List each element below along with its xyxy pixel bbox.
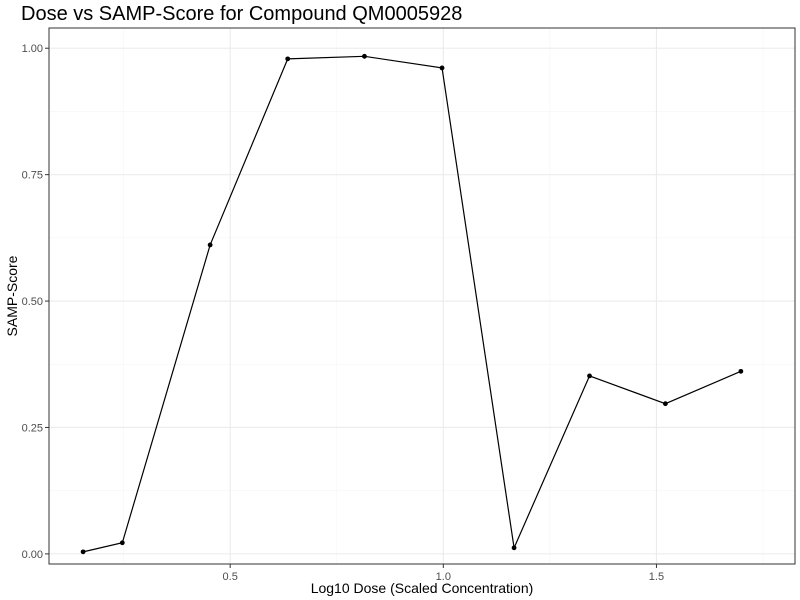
grid-minor-lines: [49, 28, 795, 564]
panel-border: [48, 27, 796, 565]
x-tick-label: 0.5: [223, 571, 238, 583]
chart-title: Dose vs SAMP-Score for Compound QM000592…: [21, 3, 463, 25]
y-tick-label: 0.00: [22, 549, 43, 561]
data-point: [738, 368, 744, 374]
x-tick-label: 1.0: [436, 571, 451, 583]
axis-ticks: [45, 47, 657, 568]
y-tick-label: 0.75: [22, 170, 43, 182]
data-point: [80, 549, 86, 555]
y-tick-label: 0.25: [22, 422, 43, 434]
tick-labels: 0.5 1.0 1.5 0.00 0.25 0.50 0.75 1.00: [22, 43, 665, 583]
grid-major-lines: [49, 28, 795, 564]
series-layer: [80, 53, 744, 555]
y-axis-title: SAMP-Score: [4, 255, 20, 336]
x-tick-label: 1.5: [649, 571, 664, 583]
data-point: [587, 373, 592, 379]
data-point: [663, 401, 668, 407]
data-point: [285, 56, 291, 62]
data-point: [362, 53, 367, 59]
y-tick-label: 0.50: [22, 296, 43, 308]
y-tick-label: 1.00: [22, 43, 43, 55]
series-line: [82, 55, 742, 553]
data-point: [439, 65, 445, 71]
x-axis-title: Log10 Dose (Scaled Concentration): [311, 580, 534, 596]
data-point: [119, 540, 125, 546]
data-point: [207, 242, 213, 248]
data-point: [511, 545, 517, 551]
